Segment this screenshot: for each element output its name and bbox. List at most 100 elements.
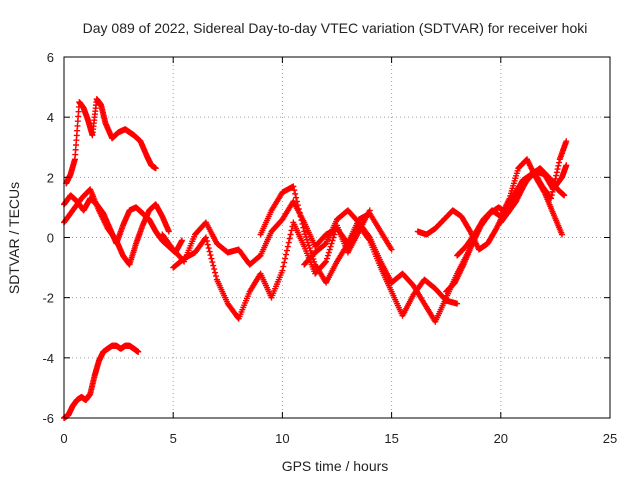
data-point [135,348,142,355]
data-point [295,205,302,212]
data-point [291,187,298,194]
data-point [284,243,291,250]
data-point [297,213,304,220]
data-point [323,255,330,262]
data-point [454,300,461,307]
y-tick-label: 4 [47,110,54,125]
data-point [322,259,329,266]
data-point [326,246,333,253]
data-point [328,240,335,247]
data-point [178,237,185,244]
data-point [280,263,287,270]
data-point [331,231,338,238]
data-point [152,165,159,172]
data-point [279,267,286,274]
series-arc-11 [454,156,565,259]
data-point [294,202,301,209]
series-arc-12 [497,162,570,226]
data-point [327,243,334,250]
y-tick-label: -4 [42,351,54,366]
data-point [293,198,300,205]
data-point [290,183,297,190]
data-point [303,236,310,243]
data-point [553,169,560,176]
data-point [303,233,310,240]
data-point [283,251,290,258]
data-point [365,233,372,240]
data-point [323,258,330,265]
data-point [282,255,289,262]
chart-title: Day 089 of 2022, Sidereal Day-to-day VTE… [83,20,588,36]
data-point [283,247,290,254]
x-tick-label: 5 [170,431,177,446]
data-point [205,245,212,252]
series-arc-2 [63,96,159,187]
data-point [302,231,309,238]
data-point [555,162,562,169]
data-point [301,228,308,235]
data-point [296,209,303,216]
data-point [553,172,560,179]
data-point [306,245,313,252]
y-tick-label: -2 [42,291,54,306]
data-point [281,259,288,266]
data-point [305,242,312,249]
data-point [204,241,211,248]
y-tick-label: -6 [42,411,54,426]
data-point [293,194,300,201]
data-point [307,247,314,254]
data-point [388,246,395,253]
data-point [211,266,218,273]
data-point [552,175,559,182]
data-point [563,138,570,145]
x-axis-label: GPS time / hours [282,458,389,474]
data-point [209,259,216,266]
data-point [563,162,570,169]
data-point [554,166,561,173]
data-point [288,227,295,234]
data-point [298,217,305,224]
y-axis-label: SDTVAR / TECUs [6,182,22,294]
data-point [212,269,219,276]
data-points [61,96,570,421]
data-point [556,159,563,166]
data-point [325,249,332,256]
y-tick-label: 2 [47,170,54,185]
data-point [540,188,547,195]
data-point [208,255,215,262]
grid-lines [64,57,610,418]
data-point [210,262,217,269]
data-point [203,238,210,245]
data-point [324,252,331,259]
x-tick-label: 0 [60,431,67,446]
x-tick-label: 20 [494,431,508,446]
data-point [165,228,172,235]
data-point [558,231,565,238]
x-tick-label: 15 [384,431,398,446]
data-point [212,273,219,280]
data-point [286,235,293,242]
data-point [207,252,214,259]
x-tick-label: 25 [603,431,617,446]
series-arc-4 [61,186,172,268]
series-arc-1 [61,342,142,421]
data-point [285,239,292,246]
data-point [329,237,336,244]
data-point [304,239,311,246]
data-point [206,248,213,255]
series-arc-6 [170,207,373,322]
y-tick-label: 6 [47,50,54,65]
data-point [292,190,299,197]
data-point [548,195,555,202]
data-point [202,234,209,241]
axis-ticks: 0 5 10 15 20 25 -6 -4 -2 0 2 4 6 [42,50,617,446]
y-tick-label: 0 [47,231,54,246]
data-point [548,192,555,199]
data-point [311,258,318,265]
data-point [299,220,306,227]
data-point [366,207,373,214]
x-tick-label: 10 [275,431,289,446]
data-point [300,224,307,231]
data-point [561,192,568,199]
